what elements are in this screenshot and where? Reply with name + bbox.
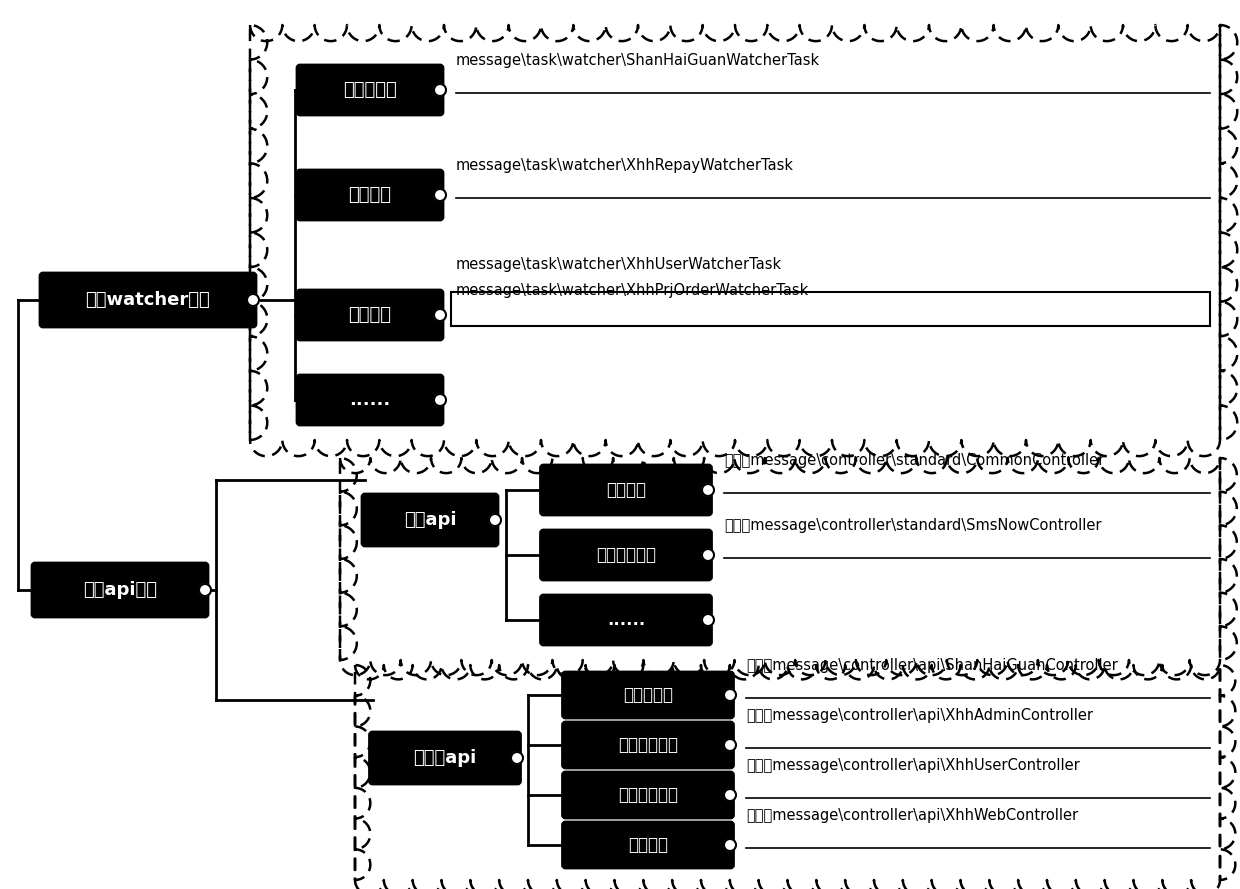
Text: 名称：message\controller\api\ShanHaiGuanController: 名称：message\controller\api\ShanHaiGuanCon… — [746, 658, 1117, 673]
Circle shape — [702, 549, 714, 561]
Circle shape — [724, 739, 737, 751]
Text: 山海关系统: 山海关系统 — [622, 686, 673, 704]
Text: message\task\watcher\XhhPrjOrderWatcherTask: message\task\watcher\XhhPrjOrderWatcherT… — [456, 283, 810, 298]
Circle shape — [724, 789, 737, 801]
FancyBboxPatch shape — [370, 732, 521, 784]
Circle shape — [198, 584, 211, 596]
Text: message\task\watcher\ShanHaiGuanWatcherTask: message\task\watcher\ShanHaiGuanWatcherT… — [456, 53, 820, 68]
Text: 名称：message\controller\api\XhhUserController: 名称：message\controller\api\XhhUserControl… — [746, 758, 1080, 773]
Circle shape — [724, 689, 737, 701]
Circle shape — [702, 614, 714, 626]
FancyBboxPatch shape — [563, 672, 734, 718]
FancyBboxPatch shape — [298, 65, 443, 115]
Text: 立即发送短信: 立即发送短信 — [596, 546, 656, 564]
Text: 标准api: 标准api — [404, 511, 456, 529]
FancyBboxPatch shape — [362, 494, 498, 546]
Text: 接收api请求: 接收api请求 — [83, 581, 157, 599]
Circle shape — [434, 394, 446, 406]
Text: 通用方法: 通用方法 — [606, 481, 646, 499]
Text: 山海关系统: 山海关系统 — [343, 81, 397, 99]
Text: 业务后台系统: 业务后台系统 — [618, 736, 678, 754]
FancyBboxPatch shape — [541, 530, 712, 580]
Text: 主站系统: 主站系统 — [348, 306, 392, 324]
FancyBboxPatch shape — [298, 290, 443, 340]
Text: 用户中心系统: 用户中心系统 — [618, 786, 678, 804]
FancyBboxPatch shape — [541, 595, 712, 645]
Text: message\task\watcher\XhhUserWatcherTask: message\task\watcher\XhhUserWatcherTask — [456, 257, 782, 272]
Text: 名称：message\controller\api\XhhWebController: 名称：message\controller\api\XhhWebControll… — [746, 808, 1078, 823]
Text: ......: ...... — [350, 391, 391, 409]
FancyBboxPatch shape — [40, 273, 255, 327]
Circle shape — [434, 84, 446, 96]
Circle shape — [511, 752, 523, 764]
Text: 主站系统: 主站系统 — [627, 836, 668, 854]
Circle shape — [434, 189, 446, 201]
FancyBboxPatch shape — [563, 722, 734, 768]
FancyBboxPatch shape — [298, 170, 443, 220]
Circle shape — [489, 514, 501, 526]
Text: ......: ...... — [606, 611, 645, 629]
Text: 定制化api: 定制化api — [413, 749, 476, 767]
Circle shape — [724, 839, 737, 851]
Text: message\task\watcher\XhhRepayWatcherTask: message\task\watcher\XhhRepayWatcherTask — [456, 158, 794, 173]
Circle shape — [247, 294, 259, 306]
Bar — [451, 292, 1210, 326]
FancyBboxPatch shape — [563, 822, 734, 868]
Circle shape — [434, 309, 446, 321]
Text: 名称：message\controller\standard\CommonController: 名称：message\controller\standard\CommonCon… — [724, 453, 1105, 468]
FancyBboxPatch shape — [32, 563, 208, 617]
Text: 名称：message\controller\api\XhhAdminController: 名称：message\controller\api\XhhAdminContro… — [746, 708, 1092, 723]
Text: 还款系统: 还款系统 — [348, 186, 392, 204]
FancyBboxPatch shape — [541, 465, 712, 515]
FancyBboxPatch shape — [298, 375, 443, 425]
FancyBboxPatch shape — [563, 772, 734, 818]
Text: 名称：message\controller\standard\SmsNowController: 名称：message\controller\standard\SmsNowCon… — [724, 518, 1101, 533]
Circle shape — [702, 484, 714, 496]
Text: 接收watcher请求: 接收watcher请求 — [86, 291, 211, 309]
